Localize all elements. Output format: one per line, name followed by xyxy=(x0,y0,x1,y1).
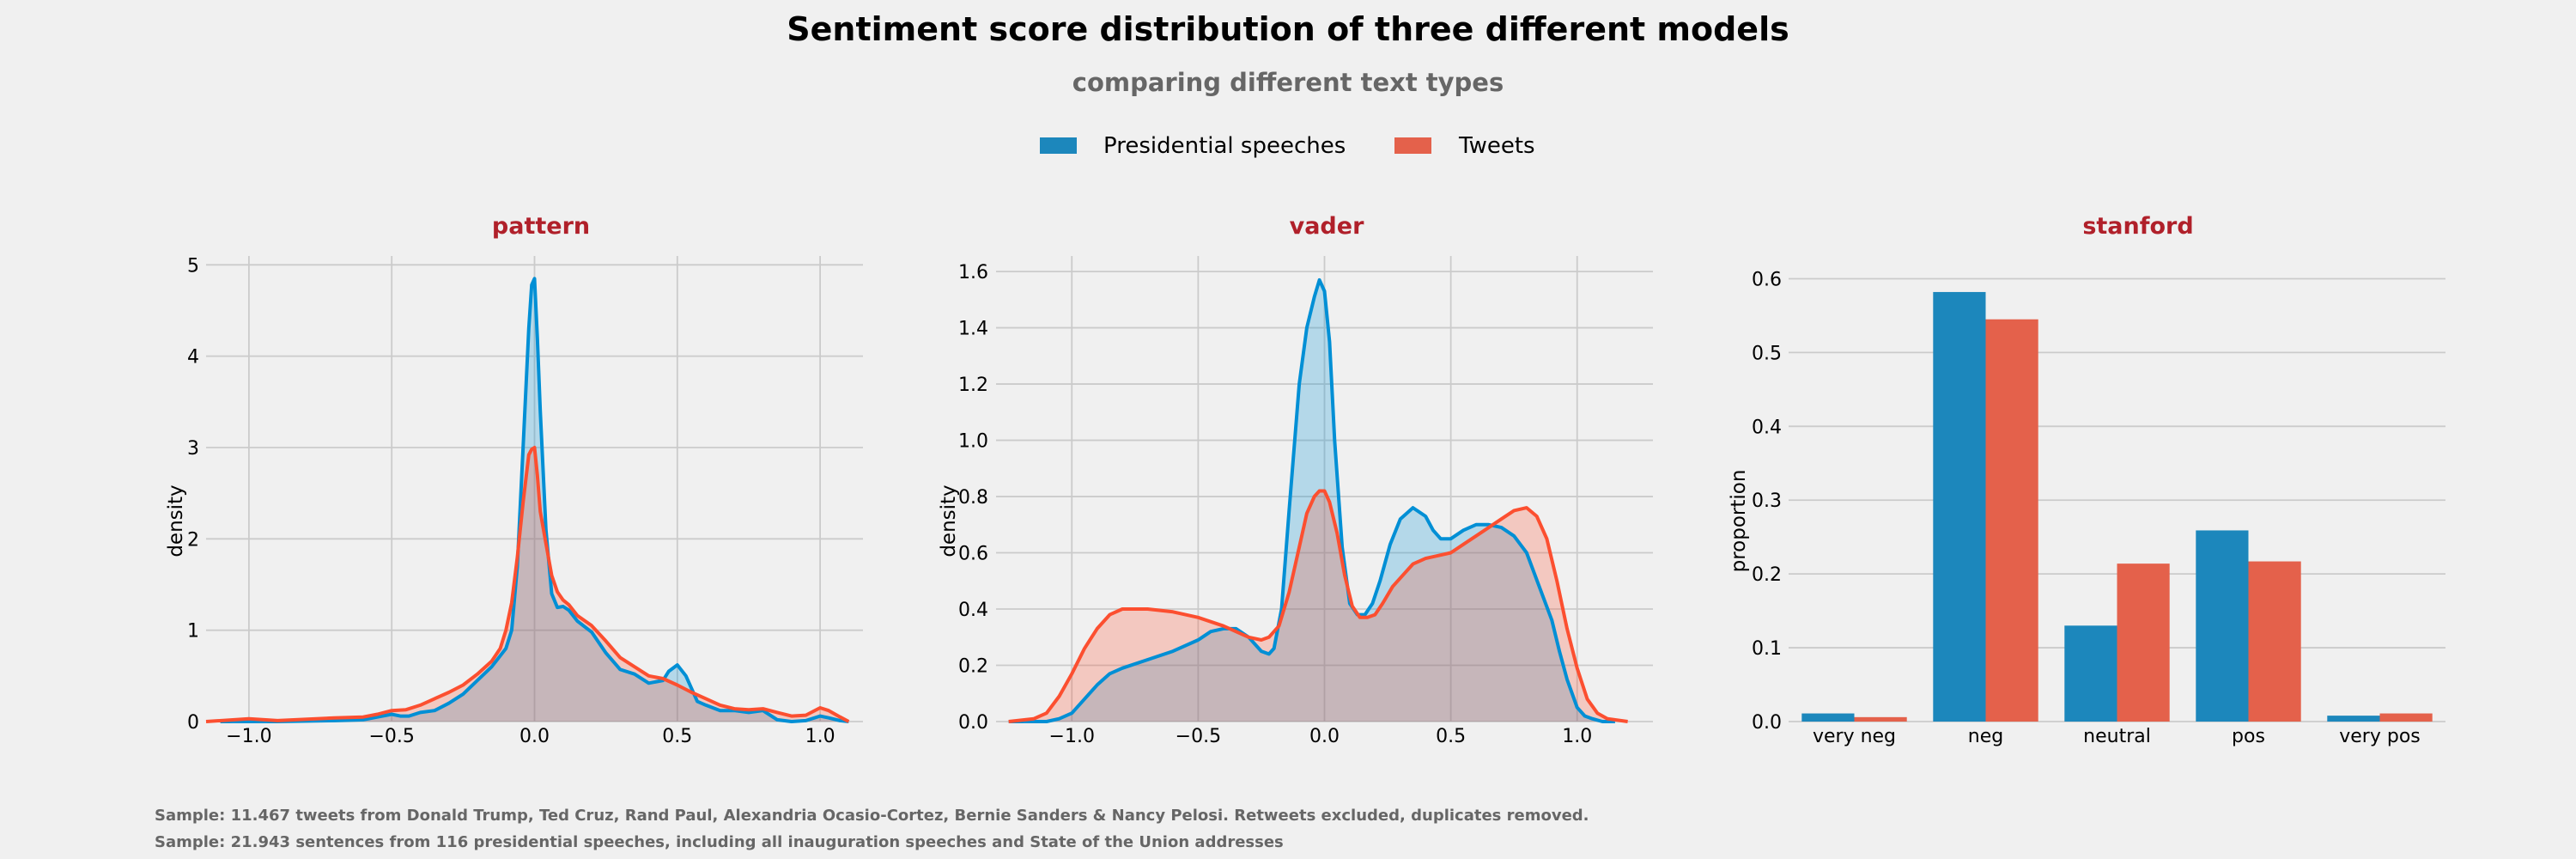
legend-label-speeches: Presidential speeches xyxy=(1103,133,1346,159)
density-fill-tweets xyxy=(206,448,849,722)
panel-pattern: pattern density 0 1 2 3 4 5 −1.0 −0.5 0.0 0.5 1.0 xyxy=(165,213,863,747)
bar-tweets xyxy=(1854,716,1907,722)
panel-title: vader xyxy=(1290,213,1364,240)
y-axis-label: density xyxy=(938,484,960,557)
y-tick-label: 0.4 xyxy=(1752,417,1782,438)
x-tick-label: very neg xyxy=(1813,726,1896,747)
legend: Presidential speeches Tweets xyxy=(1040,133,1535,159)
bar-tweets xyxy=(2379,713,2433,722)
y-tick-label: 0.6 xyxy=(958,544,988,565)
y-tick-label: 0 xyxy=(187,712,199,734)
density-fill-speeches xyxy=(220,278,849,722)
legend-label-tweets: Tweets xyxy=(1458,133,1535,159)
density-line-tweets xyxy=(1008,489,1628,723)
x-tick-label: very pos xyxy=(2339,726,2421,747)
x-tick-label: neutral xyxy=(2083,726,2151,747)
y-tick-label: 1.6 xyxy=(958,262,988,283)
y-tick-label: 0.1 xyxy=(1752,638,1782,660)
x-tick-label: 1.0 xyxy=(805,726,835,747)
legend-swatch-tweets xyxy=(1394,137,1431,154)
figure-title: Sentiment score distribution of three di… xyxy=(787,10,1789,48)
y-axis-label: proportion xyxy=(1728,470,1750,573)
bar-tweets xyxy=(2117,564,2170,722)
bar-speeches xyxy=(2327,716,2380,722)
y-tick-label: 0.0 xyxy=(958,712,988,734)
x-tick-label: 0.5 xyxy=(1436,726,1466,747)
y-tick-label: 4 xyxy=(187,347,199,369)
y-tick-label: 1.0 xyxy=(958,431,988,453)
footnote-speeches: Sample: 21.943 sentences from 116 presid… xyxy=(155,833,1284,851)
y-tick-label: 0.2 xyxy=(1752,564,1782,586)
density-line-tweets xyxy=(205,446,850,723)
y-axis-label: density xyxy=(165,484,187,557)
figure-subtitle: comparing different text types xyxy=(1072,68,1504,97)
x-tick-label: −0.5 xyxy=(1176,726,1221,747)
y-tick-label: 1.4 xyxy=(958,319,988,340)
y-tick-label: 0.4 xyxy=(958,600,988,621)
panel-title: stanford xyxy=(2082,213,2193,240)
density-line-speeches xyxy=(1008,277,1615,723)
y-tick-label: 1 xyxy=(187,621,199,643)
x-tick-label: 0.5 xyxy=(662,726,692,747)
y-tick-label: 0.3 xyxy=(1752,490,1782,512)
bar-speeches xyxy=(1933,291,1986,722)
x-tick-label: −0.5 xyxy=(368,726,414,747)
y-tick-label: 2 xyxy=(187,529,199,551)
x-tick-label: 1.0 xyxy=(1562,726,1592,747)
panel-title: pattern xyxy=(492,213,590,240)
bar-speeches xyxy=(2064,625,2117,722)
density-fill-tweets xyxy=(1008,490,1628,722)
y-tick-label: 0.6 xyxy=(1752,269,1782,290)
x-tick-label: pos xyxy=(2232,726,2265,747)
y-tick-label: 0.5 xyxy=(1752,343,1782,364)
footnote-tweets: Sample: 11.467 tweets from Donald Trump,… xyxy=(155,807,1589,825)
bar-tweets xyxy=(1985,319,2038,722)
x-tick-label: 0.0 xyxy=(1309,726,1340,747)
y-tick-label: 0.2 xyxy=(958,656,988,678)
y-tick-label: 0.0 xyxy=(1752,712,1782,734)
x-tick-label: neg xyxy=(1968,726,2003,747)
x-tick-label: −1.0 xyxy=(226,726,271,747)
density-line-speeches xyxy=(220,277,849,723)
y-tick-label: 0.8 xyxy=(958,487,988,509)
panel-vader: vader density 0.0 0.2 0.4 0.6 0.8 1.0 1.2 1.4 1.6 −… xyxy=(938,213,1653,747)
y-tick-label: 1.2 xyxy=(958,375,988,396)
y-tick-label: 3 xyxy=(187,438,199,460)
bar-speeches xyxy=(2196,530,2249,722)
legend-swatch-speeches xyxy=(1040,137,1077,154)
bar-tweets xyxy=(2248,561,2301,722)
panel-stanford: stanford proportion 0.0 0.1 0.2 0.3 0.4 0.5 0.6 v… xyxy=(1728,213,2445,747)
x-tick-label: 0.0 xyxy=(519,726,550,747)
bar-speeches xyxy=(1801,713,1855,722)
x-tick-label: −1.0 xyxy=(1049,726,1095,747)
y-tick-label: 5 xyxy=(187,255,199,277)
